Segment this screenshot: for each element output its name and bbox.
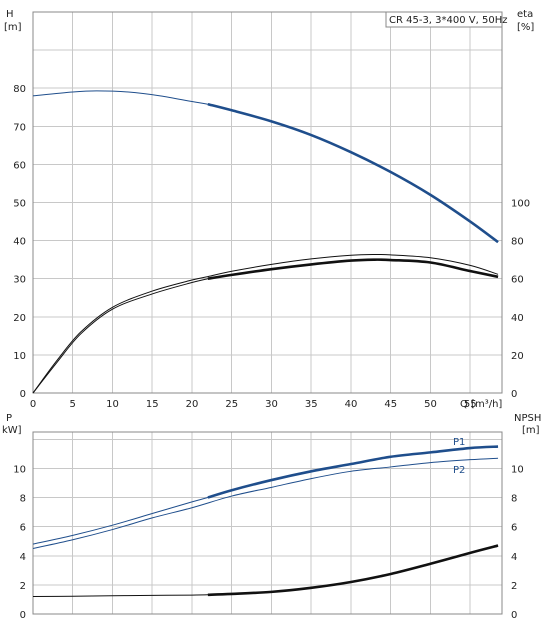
- left-tick-label: 10: [13, 351, 26, 362]
- x-tick-label: 45: [384, 399, 397, 410]
- right-tick-label: 60: [511, 275, 524, 286]
- top-x-axis-label: Q [m³/h]: [460, 399, 502, 410]
- series-line-2: [32, 259, 499, 394]
- left-tick-label: 8: [20, 494, 26, 505]
- x-tick-label: 55: [464, 399, 477, 410]
- bottom-chart-grid: [33, 432, 502, 614]
- left-tick-label: 60: [13, 160, 26, 171]
- left-tick-label: 40: [13, 237, 26, 248]
- left-tick-label: 4: [20, 552, 26, 563]
- bottom-right-axis-unit: [m]: [522, 425, 540, 436]
- right-tick-label: 0: [511, 610, 517, 621]
- series-label-p2: P2: [453, 465, 465, 476]
- right-tick-label: 20: [511, 351, 524, 362]
- x-tick-label: 15: [146, 399, 159, 410]
- legend-label: CR 45-3, 3*400 V, 50Hz: [389, 15, 507, 26]
- left-tick-label: 0: [20, 389, 26, 400]
- left-tick-label: 70: [13, 122, 26, 133]
- x-tick-label: 20: [186, 399, 199, 410]
- x-tick-label: 40: [345, 399, 358, 410]
- right-tick-label: 100: [511, 199, 530, 210]
- series-line-2: [32, 545, 499, 598]
- left-tick-label: 0: [20, 610, 26, 621]
- left-tick-label: 80: [13, 84, 26, 95]
- series-line-bold-2: [207, 258, 499, 280]
- left-tick-label: 6: [20, 523, 26, 534]
- series-line-bold-0: [207, 102, 499, 244]
- left-tick-label: 20: [13, 313, 26, 324]
- right-tick-label: 8: [511, 494, 517, 505]
- right-tick-label: 10: [511, 464, 524, 475]
- top-chart-frame: [32, 11, 503, 394]
- bottom-left-axis-title: P: [6, 413, 12, 424]
- series-label-p1: P1: [453, 437, 465, 448]
- top-chart-ticks: 0 5 10 15 20 25 30 35 40 45 50 55 0 10 20 30 40 50 60 70 80 0…: [13, 84, 530, 410]
- series-line-1: [32, 253, 499, 394]
- top-right-axis-unit: [%]: [517, 22, 534, 33]
- bottom-chart-frame: [32, 431, 503, 615]
- right-tick-label: 4: [511, 552, 517, 563]
- top-right-axis-title: eta: [517, 9, 533, 20]
- x-tick-label: 10: [106, 399, 119, 410]
- x-tick-label: 25: [225, 399, 238, 410]
- right-tick-label: 6: [511, 523, 517, 534]
- series-line-0: [32, 446, 499, 545]
- right-tick-label: 0: [511, 389, 517, 400]
- top-left-axis-title: H: [6, 9, 14, 20]
- series-line-bold-2: [207, 544, 499, 597]
- right-tick-label: 2: [511, 581, 517, 592]
- x-tick-label: 0: [30, 399, 36, 410]
- legend-box: [385, 11, 503, 28]
- left-tick-label: 50: [13, 199, 26, 210]
- bottom-chart-series: [32, 445, 499, 598]
- x-tick-label: 30: [265, 399, 278, 410]
- left-tick-label: 30: [13, 275, 26, 286]
- right-tick-label: 80: [511, 237, 524, 248]
- series-line-0: [32, 90, 499, 243]
- series-line-1: [32, 457, 499, 549]
- right-tick-label: 40: [511, 313, 524, 324]
- x-tick-label: 35: [305, 399, 318, 410]
- top-chart-series: [32, 90, 499, 394]
- bottom-left-axis-unit: kW]: [2, 425, 22, 436]
- top-chart-grid: [33, 12, 502, 393]
- left-tick-label: 2: [20, 581, 26, 592]
- series-line-bold-0: [207, 445, 499, 499]
- x-tick-label: 50: [424, 399, 437, 410]
- bottom-chart-ticks: 0 2 4 6 8 10 0 2 4 6 8 10: [13, 464, 523, 621]
- bottom-right-axis-title: NPSH: [514, 413, 541, 424]
- top-left-axis-unit: [m]: [4, 22, 22, 33]
- x-tick-label: 5: [70, 399, 76, 410]
- left-tick-label: 10: [13, 464, 26, 475]
